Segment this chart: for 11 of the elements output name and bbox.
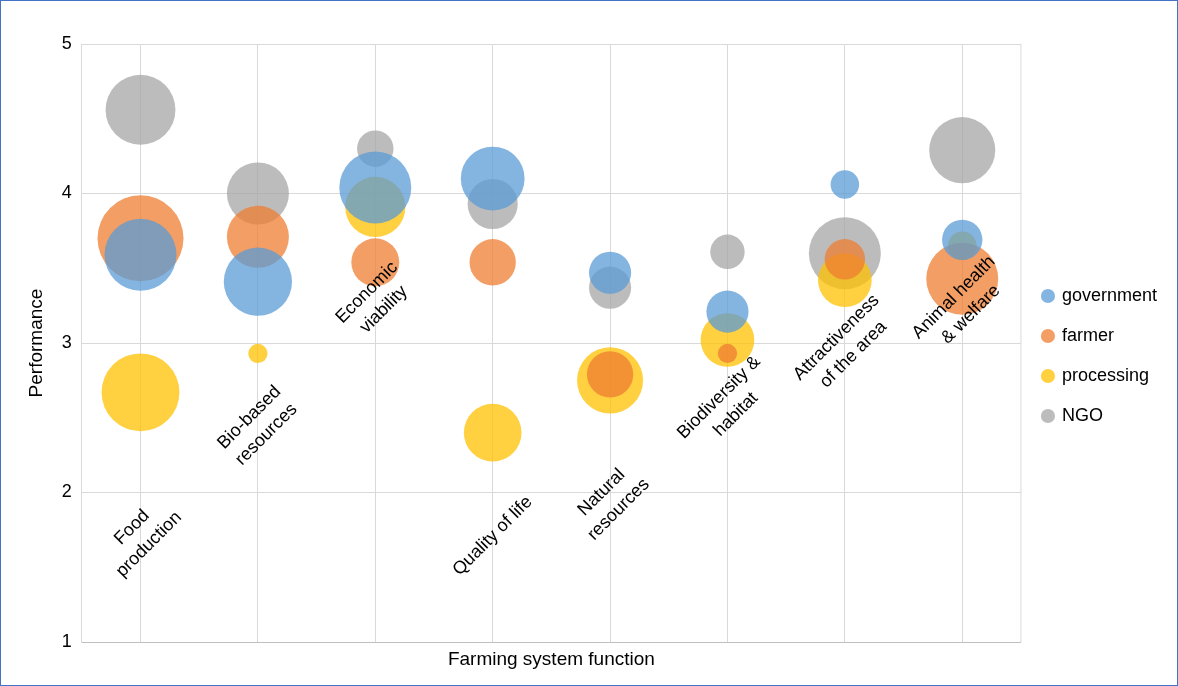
x-axis-title: Farming system function	[447, 647, 655, 669]
legend-label: NGO	[1061, 404, 1103, 425]
legend-label: processing	[1061, 364, 1149, 385]
legend-label: government	[1061, 284, 1158, 305]
y-tick-label: 5	[61, 32, 72, 53]
y-tick-label: 1	[61, 630, 72, 651]
y-tick-label: 4	[61, 182, 72, 203]
y-tick-label: 3	[61, 331, 72, 352]
y-axis-title: Performance	[24, 288, 46, 398]
y-tick-label: 2	[61, 481, 72, 502]
legend-label: farmer	[1061, 324, 1114, 345]
